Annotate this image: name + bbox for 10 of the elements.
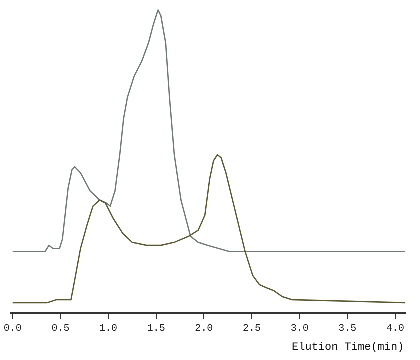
x-tick-label: 3.5 — [338, 324, 357, 335]
x-tick-label: 2.5 — [242, 324, 262, 335]
x-tick-label: 2.0 — [195, 324, 214, 335]
x-tick-label: 1.0 — [100, 324, 118, 335]
x-tick-label: 4.0 — [386, 324, 404, 335]
x-tick-label: 3.0 — [290, 324, 309, 335]
x-axis-title: Elution Time(min) — [292, 342, 404, 354]
x-tick-label: 0.5 — [52, 324, 70, 335]
x-tick-label: 1.5 — [147, 324, 166, 335]
x-tick-label: 0.0 — [4, 324, 22, 335]
